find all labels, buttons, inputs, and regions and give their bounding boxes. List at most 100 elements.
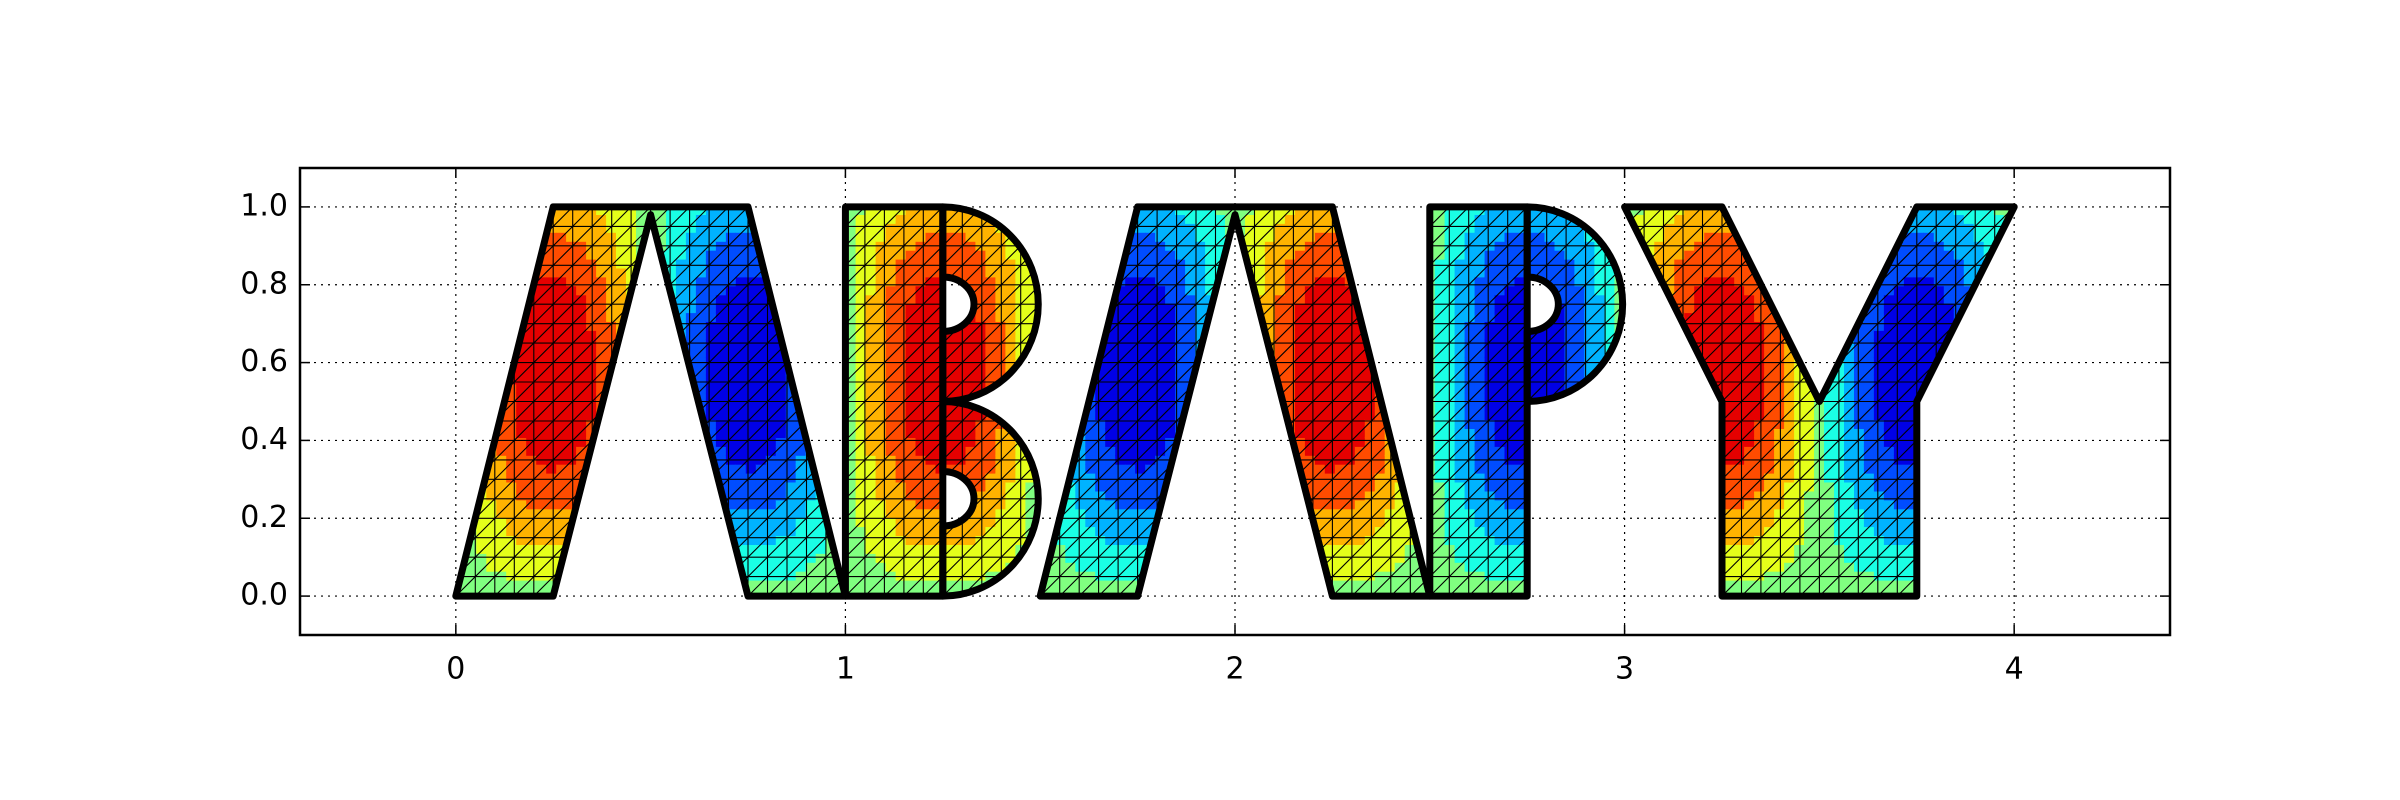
field-cell <box>546 348 557 358</box>
field-cell <box>556 481 567 492</box>
field-cell <box>1454 258 1466 269</box>
field-cell <box>895 374 907 385</box>
field-cell <box>516 401 527 412</box>
field-cell <box>1334 312 1346 322</box>
field-cell <box>1354 508 1366 519</box>
field-cell <box>556 517 567 528</box>
field-cell <box>845 365 857 376</box>
field-cell <box>1434 330 1446 340</box>
field-cell <box>1364 570 1376 581</box>
field-cell <box>675 303 687 314</box>
field-cell <box>1354 463 1366 474</box>
field-cell <box>596 374 607 385</box>
field-cell <box>1005 294 1017 305</box>
field-cell <box>795 562 807 572</box>
field-cell <box>1274 206 1286 215</box>
field-cell <box>715 463 727 474</box>
field-cell <box>1274 285 1286 296</box>
field-cell <box>546 570 557 581</box>
field-cell <box>1115 508 1126 519</box>
field-cell <box>925 481 937 492</box>
field-cell <box>745 517 757 528</box>
field-cell <box>1454 562 1466 572</box>
field-cell <box>656 223 667 233</box>
field-cell <box>715 303 727 314</box>
field-cell <box>546 517 557 528</box>
field-cell <box>1055 579 1067 590</box>
field-cell <box>925 374 937 385</box>
field-cell <box>875 374 887 385</box>
field-cell <box>1125 312 1136 322</box>
field-cell <box>875 544 887 554</box>
field-cell <box>1125 588 1136 597</box>
field-cell <box>476 517 488 528</box>
field-cell <box>765 544 777 554</box>
field-cell <box>965 419 977 429</box>
field-cell <box>666 276 677 287</box>
field-cell <box>855 294 867 305</box>
field-cell <box>765 312 777 322</box>
field-cell <box>566 499 577 510</box>
field-cell <box>735 339 747 349</box>
field-cell <box>1304 401 1316 412</box>
field-cell <box>516 383 527 394</box>
field-cell <box>1284 285 1296 296</box>
field-cell <box>506 437 517 447</box>
field-cell <box>875 463 887 474</box>
field-cell <box>725 356 737 367</box>
field-cell <box>925 579 937 590</box>
field-cell <box>705 267 717 278</box>
field-cell <box>815 517 827 528</box>
field-cell <box>1344 428 1356 438</box>
field-cell <box>1145 223 1156 233</box>
field-cell <box>1454 374 1466 385</box>
field-cell <box>865 249 877 260</box>
field-cell <box>985 294 997 305</box>
field-cell <box>496 437 508 447</box>
field-cell <box>1434 303 1446 314</box>
field-cell <box>845 223 857 233</box>
field-cell <box>1434 499 1446 510</box>
field-cell <box>925 499 937 510</box>
field-cell <box>556 410 567 421</box>
field-cell <box>1075 499 1087 510</box>
field-cell <box>865 553 877 563</box>
field-cell <box>1444 428 1456 438</box>
field-cell <box>1075 544 1087 554</box>
field-cell <box>1115 321 1126 331</box>
field-cell <box>1344 312 1356 322</box>
field-cell <box>476 544 488 554</box>
field-cell <box>895 437 907 447</box>
field-cell <box>1175 365 1186 376</box>
field-cell <box>975 472 987 483</box>
field-cell <box>1304 356 1316 367</box>
field-cell <box>885 348 897 358</box>
field-cell <box>1464 392 1476 403</box>
field-cell <box>586 285 597 296</box>
field-cell <box>875 410 887 421</box>
field-cell <box>1245 232 1256 242</box>
field-cell <box>915 285 927 296</box>
field-cell <box>1135 356 1146 367</box>
field-cell <box>1454 446 1466 456</box>
field-cell <box>576 206 587 215</box>
field-cell <box>1284 410 1296 421</box>
field-cell <box>965 517 977 528</box>
field-cell <box>486 579 498 590</box>
field-cell <box>855 232 867 242</box>
field-cell <box>1444 232 1456 242</box>
field-cell <box>775 481 787 492</box>
field-cell <box>1344 481 1356 492</box>
field-cell <box>516 437 527 447</box>
field-cell <box>1354 517 1366 528</box>
field-cell <box>1314 463 1326 474</box>
field-cell <box>895 249 907 260</box>
field-cell <box>1314 206 1326 215</box>
field-cell <box>596 214 607 224</box>
field-cell <box>1055 553 1067 563</box>
field-cell <box>705 312 717 322</box>
field-cell <box>745 446 757 456</box>
field-cell <box>1324 294 1336 305</box>
field-cell <box>1364 446 1376 456</box>
field-cell <box>765 428 777 438</box>
